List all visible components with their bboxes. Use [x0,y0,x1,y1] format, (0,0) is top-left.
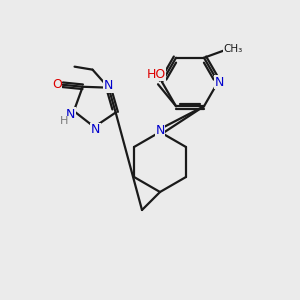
Text: CH₃: CH₃ [224,44,243,54]
Text: N: N [66,108,76,121]
Text: N: N [214,76,224,88]
Text: O: O [52,78,62,91]
Text: H: H [60,116,68,126]
Text: HO: HO [146,68,166,81]
Text: N: N [104,79,113,92]
Text: N: N [91,124,100,136]
Text: N: N [155,124,165,137]
